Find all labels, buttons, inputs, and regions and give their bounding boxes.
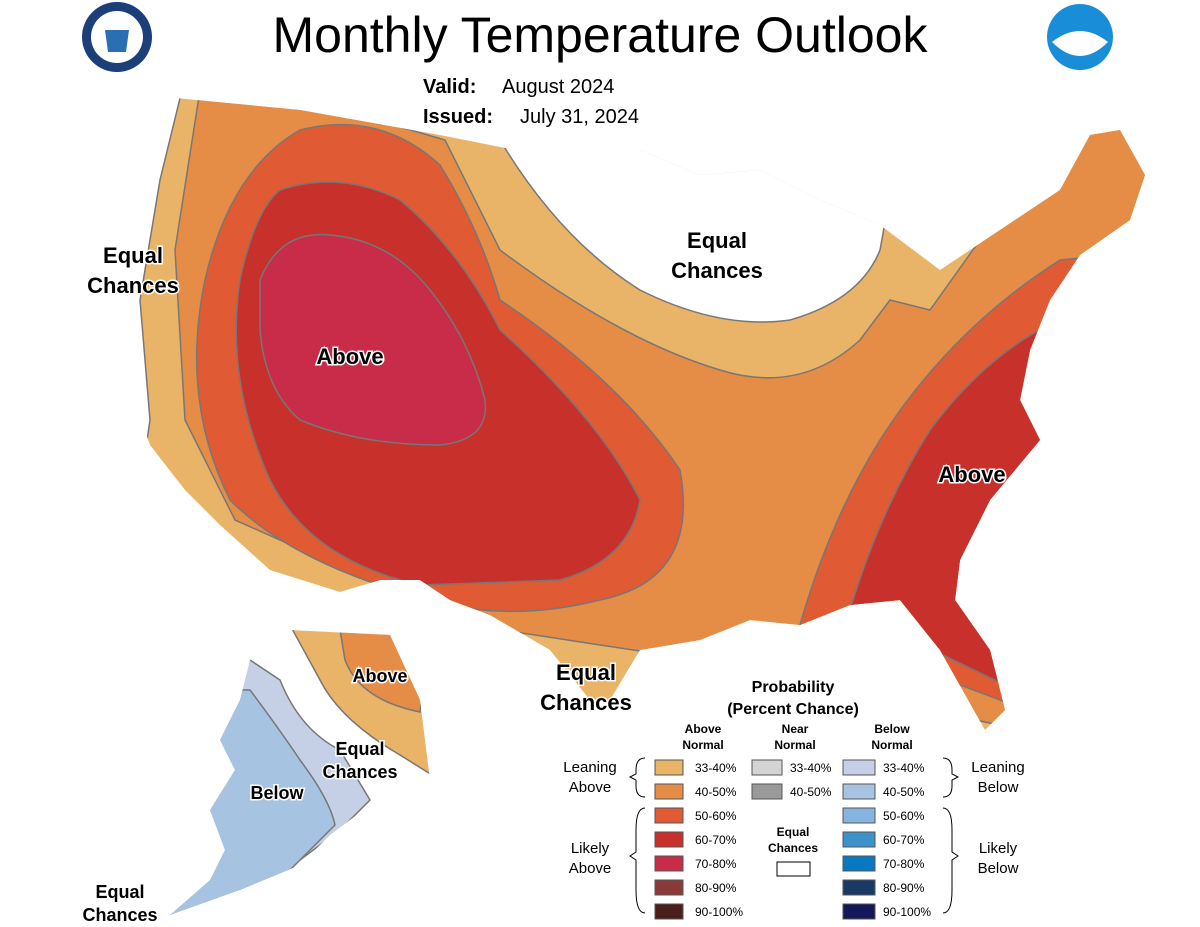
valid-value: August 2024 [502,76,614,98]
legend-label: 80-90% [695,881,737,895]
title: Monthly Temperature Outlook [273,7,929,63]
legend-label: 80-90% [883,881,925,895]
region-label: Equal [556,660,616,685]
legend-swatch [842,903,876,920]
region-label: Below [250,783,304,803]
legend-swatch [842,831,876,848]
legend-label: 60-70% [883,833,925,847]
legend-column-title: Above [685,722,722,736]
legend-title: (Percent Chance) [727,701,859,718]
region-label: Equal [335,739,384,759]
region-label: Chances [82,905,157,925]
legend-label: 90-100% [695,905,743,919]
legend-swatch [654,879,684,896]
legend-group: Above [569,779,612,796]
legend-group: Above [569,860,612,877]
legend-title: Probability [752,679,835,696]
noaa-logo [1047,4,1113,70]
equal-chances-label: Chances [768,841,818,855]
legend-label: 33-40% [695,761,737,775]
issued-value: July 31, 2024 [520,106,639,128]
legend-swatch [842,783,876,800]
legend-column-title: Normal [871,738,912,752]
region-label: Above [938,462,1005,487]
legend-label: 33-40% [790,761,832,775]
legend-column-title: Normal [774,738,815,752]
region-label: Equal [103,243,163,268]
region-label: Chances [87,273,179,298]
legend-label: 70-80% [883,857,925,871]
region-label: Chances [540,690,632,715]
legend-swatch [842,879,876,896]
legend-swatch [751,759,783,776]
issued-label: Issued: [423,106,493,128]
legend-swatch [842,807,876,824]
equal-chances-label: Equal [777,825,810,839]
legend-group: Leaning [971,759,1024,776]
region-label: Equal [687,228,747,253]
legend-label: 40-50% [883,785,925,799]
legend-swatch [842,855,876,872]
legend-swatch [842,759,876,776]
legend-group: Below [978,779,1019,796]
legend-swatch [654,903,684,920]
region-label: Chances [322,762,397,782]
valid-label: Valid: [423,76,476,98]
legend-group: Leaning [563,759,616,776]
map-labels: Equal Chances Equal Chances Above Above Equal C… [81,227,1007,927]
legend-group: Below [978,860,1019,877]
legend-label: 40-50% [790,785,832,799]
legend-swatch [751,783,783,800]
legend-label: 60-70% [695,833,737,847]
legend-label: 40-50% [695,785,737,799]
legend-group: Likely [571,840,610,857]
legend-group: Likely [979,840,1018,857]
legend-column-title: Normal [682,738,723,752]
legend-swatch [654,807,684,824]
region-label: Above [316,344,383,369]
region-label: Chances [671,258,763,283]
region-label: Above [352,666,407,686]
region-label: Equal [95,882,144,902]
legend-swatch [654,759,684,776]
legend-label: 50-60% [695,809,737,823]
legend-column-title: Below [874,722,910,736]
legend-swatch [654,783,684,800]
legend-label: 50-60% [883,809,925,823]
legend: Probability (Percent Chance) Above Normal 33… [563,679,1025,920]
legend-column-title: Near [782,722,809,736]
legend-swatch [654,831,684,848]
doc-seal [82,2,152,72]
legend-label: 33-40% [883,761,925,775]
legend-label: 90-100% [883,905,931,919]
legend-swatch [654,855,684,872]
equal-chances-swatch [776,861,811,877]
legend-label: 70-80% [695,857,737,871]
